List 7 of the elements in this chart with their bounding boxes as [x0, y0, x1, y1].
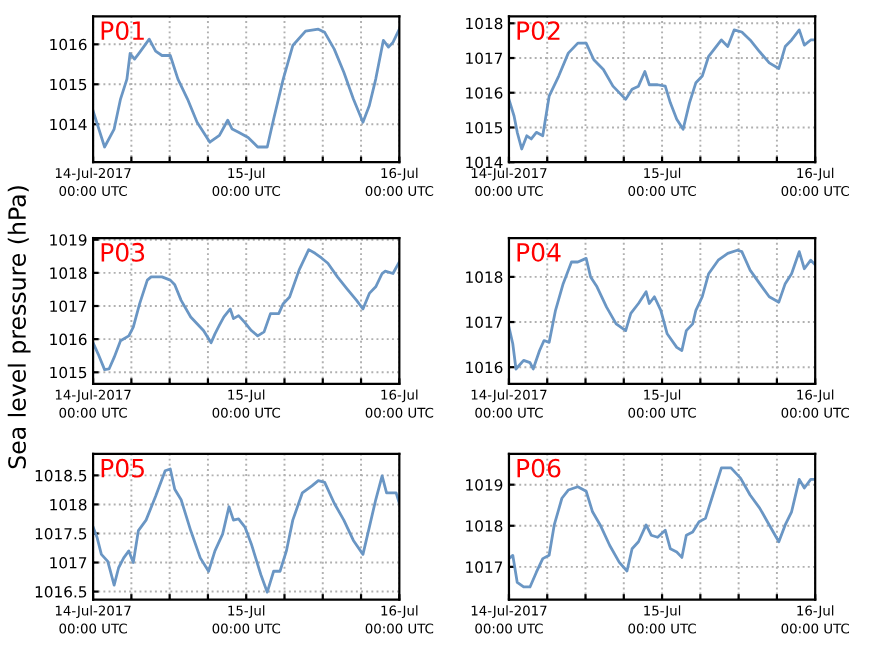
chart-title: P02	[517, 21, 560, 41]
chart-title: P03	[101, 242, 145, 262]
chart-title: P04	[517, 242, 561, 262]
chart-title: P06	[517, 458, 561, 478]
chart-title: P01	[101, 21, 144, 41]
y-axis-title: Sea level pressure (hPa)	[7, 186, 31, 469]
chart-title: P05	[101, 458, 144, 478]
